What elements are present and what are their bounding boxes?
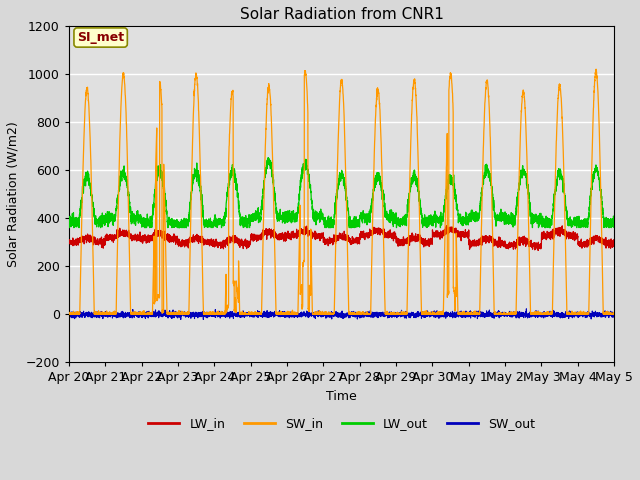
Legend: LW_in, SW_in, LW_out, SW_out: LW_in, SW_in, LW_out, SW_out <box>143 412 540 435</box>
Text: SI_met: SI_met <box>77 31 124 44</box>
Y-axis label: Solar Radiation (W/m2): Solar Radiation (W/m2) <box>7 121 20 267</box>
X-axis label: Time: Time <box>326 390 357 403</box>
Title: Solar Radiation from CNR1: Solar Radiation from CNR1 <box>239 7 444 22</box>
